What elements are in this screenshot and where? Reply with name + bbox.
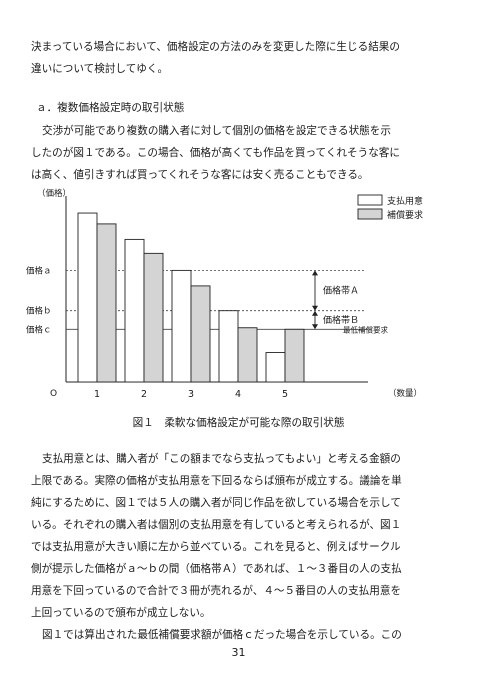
price-level-label: 価格ａ: [26, 265, 52, 276]
y-axis-label: （価格）: [37, 188, 71, 199]
body-paragraph: 支払用意とは、購入者が「この額までなら支払ってもよい」と考える金額の 上限である…: [31, 448, 447, 646]
text-line: 用意を下回っているので合計で３冊が売れるが、４～５番目の人の支払用意を: [31, 585, 402, 597]
text-line: 純にするために、図１では５人の購入者が同じ作品を欲している場合を示して: [31, 497, 401, 509]
bar: [124, 238, 145, 383]
text-line: 図１では算出された最低補償要求額が価格ｃだった場合を示している。この: [42, 629, 402, 641]
text-line: 上回っているので頒布が成立しない。: [31, 607, 211, 619]
band-label: 価格帯Ｂ: [323, 314, 359, 326]
text-line: 上限である。実際の価格が支払用意を下回るならば頒布が成立する。議論を単: [31, 475, 402, 487]
x-tick-label: 2: [141, 389, 147, 400]
x-tick-label: 1: [94, 389, 100, 400]
text-line: したのが図１である。この場合、価格が高くても作品を買ってくれそうな客に: [31, 147, 400, 159]
bar: [190, 285, 211, 383]
band-arrow-head: [312, 310, 318, 316]
band-label: 価格帯Ａ: [323, 285, 359, 297]
x-axis-label: （数量）: [388, 388, 422, 399]
price-level-label: 価格ｂ: [26, 306, 52, 317]
text-line: 違いについて検討してゆく。: [31, 63, 169, 75]
bar: [143, 252, 164, 383]
x-tick-label: 5: [282, 389, 288, 400]
text-line: 支払用意とは、購入者が「この額までなら支払ってもよい」と考える金額の: [42, 453, 401, 465]
x-tick-label: 4: [235, 389, 241, 400]
origin-label: O: [50, 389, 57, 399]
intro-paragraph: 決まっている場合において、価格設定の方法のみを変更した際に生じる結果の 違いにつ…: [31, 36, 447, 80]
bar: [284, 328, 305, 383]
bar: [96, 223, 117, 383]
legend-swatch: [357, 194, 383, 206]
band-arrow-head: [312, 305, 318, 311]
bar: [265, 352, 286, 383]
text-line: は高く、値引きすれば買ってくれそうな客には安く売ることもできる。: [31, 169, 369, 181]
band-arrow-head: [312, 270, 318, 276]
legend-label: 補償要求: [387, 209, 423, 221]
text-line: いる。それぞれの購入者は個別の支払用意を有していると考えられるが、図１: [31, 519, 402, 531]
text-line: 交渉が可能であり複数の購入者に対して個別の価格を設定できる状態を示: [42, 125, 391, 137]
price-level-label: 価格ｃ: [26, 324, 52, 335]
section-paragraph: 交渉が可能であり複数の購入者に対して個別の価格を設定できる状態を示 したのが図１…: [31, 120, 447, 186]
bar: [171, 269, 192, 383]
min-compensation-label: 最低補償要求: [343, 324, 388, 334]
section-heading: ａ．複数価格設定時の取引状態: [36, 102, 185, 114]
figure-caption: 図１ 柔軟な価格設定が可能な際の取引状態: [132, 417, 345, 429]
legend-swatch: [357, 208, 383, 220]
page-number: 31: [231, 646, 246, 659]
text-line: では支払用意が大きい順に左から並べている。これを見ると、例えばサークル: [31, 541, 401, 553]
bar: [218, 310, 239, 383]
bar: [77, 212, 98, 383]
text-line: 決まっている場合において、価格設定の方法のみを変更した際に生じる結果の: [31, 41, 400, 53]
text-line: 側が提示した価格がａ～ｂの間（価格帯Ａ）であれば、１～３番目の人の支払: [31, 563, 402, 575]
legend-label: 支払用意: [387, 195, 423, 207]
x-tick-label: 3: [188, 389, 194, 400]
bar: [237, 327, 258, 383]
band-arrow-head: [312, 324, 318, 330]
